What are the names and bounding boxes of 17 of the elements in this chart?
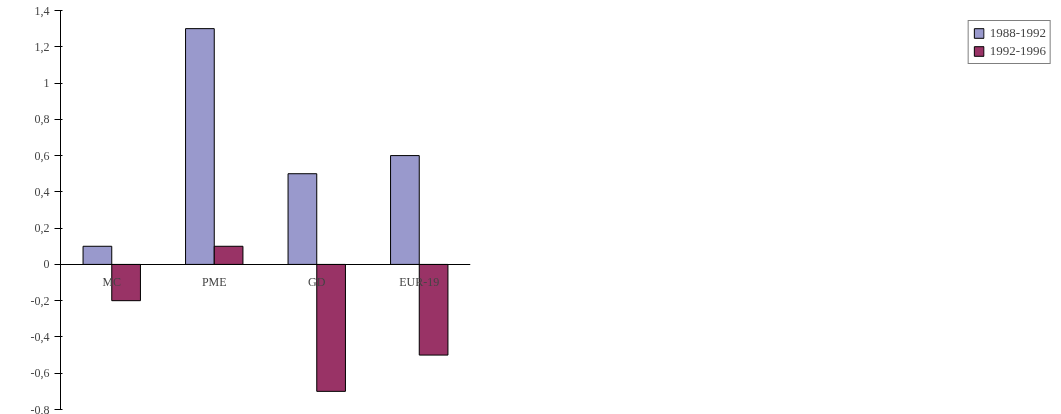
y-tick-label: -0,4 bbox=[30, 329, 50, 344]
x-tick-label: MC bbox=[102, 275, 122, 290]
y-tick-label: 0,2 bbox=[34, 221, 50, 236]
y-tick-label: 1,2 bbox=[34, 39, 50, 54]
y-tick-label: 0,4 bbox=[34, 184, 50, 199]
y-tick-label: 0,6 bbox=[34, 148, 50, 163]
y-tick-label: -0,2 bbox=[30, 293, 50, 308]
legend-label: 1988-1992 bbox=[989, 25, 1046, 41]
x-tick-label: GD bbox=[308, 275, 326, 290]
x-tick-label: EUR-19 bbox=[399, 275, 440, 290]
y-tick-label: 1,4 bbox=[34, 3, 50, 18]
y-tick-label: 0 bbox=[43, 257, 50, 272]
y-tick-label: 0,8 bbox=[34, 112, 50, 127]
y-tick-label: 1 bbox=[43, 76, 50, 91]
x-tick-label: PME bbox=[201, 275, 227, 290]
y-tick-label: -0,6 bbox=[30, 366, 50, 381]
legend-label: 1992-1996 bbox=[989, 43, 1046, 59]
